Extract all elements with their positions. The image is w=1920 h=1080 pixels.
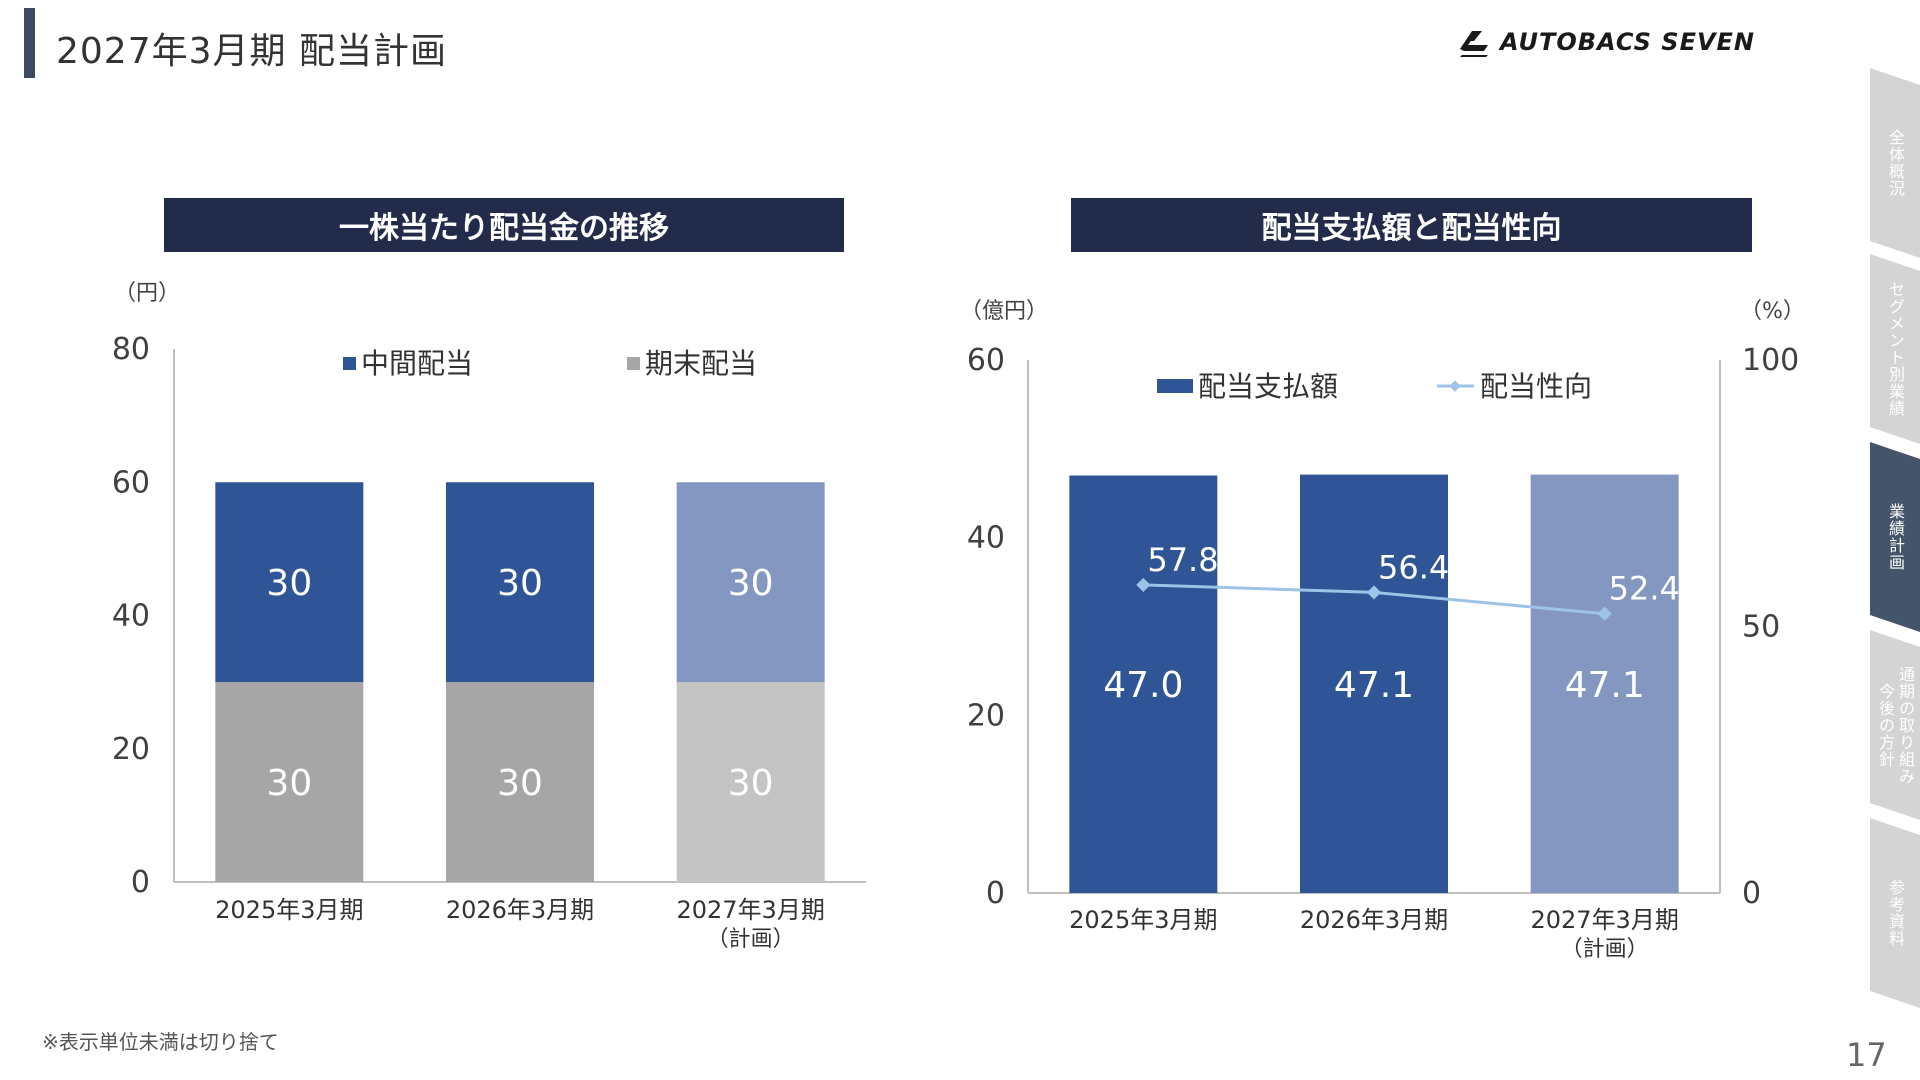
chart2-bar-data-label: 47.1: [1334, 665, 1414, 706]
dividend-per-share-chart: （円） 0 20 40 60 80 30 30 2025年3月期 30 30 2026年3月期 30 30…: [112, 281, 866, 952]
side-tab-label: 参考資料: [1886, 879, 1905, 947]
chart1-y-tick-label: 40: [112, 599, 150, 634]
chart1-bar-yearend: [676, 682, 825, 882]
chart2-bar-payout-amount: [1069, 475, 1218, 893]
chart2-y-right-unit-label: （%）: [1740, 299, 1800, 324]
chart1-y-unit-label: （円）: [114, 281, 180, 306]
chart1-x-tick-label: 2025年3月期: [215, 896, 363, 924]
chart1-bar-interim: [676, 482, 825, 683]
chart2-x-tick-sublabel: （計画）: [1561, 937, 1649, 962]
chart2-y-tick-label: 60: [967, 343, 1005, 378]
chart2-y-right-tick-label: 50: [1742, 610, 1780, 645]
company-logo: AUTOBACS SEVEN: [1458, 22, 1755, 62]
chart2-payout-ratio-label: 52.4: [1609, 570, 1680, 608]
chart1-x-tick-label: 2027年3月期: [676, 896, 824, 924]
chart1-data-label-yearend: 30: [266, 763, 312, 804]
chart2-payout-ratio-marker: [1597, 606, 1612, 621]
chart2-payout-ratio-label: 56.4: [1378, 548, 1449, 586]
chart1-y-tick-label: 0: [131, 865, 150, 900]
logo-text: AUTOBACS SEVEN: [1500, 28, 1756, 56]
chart2-y-tick-label: 40: [967, 521, 1005, 556]
chart1-y-tick-label: 20: [112, 732, 150, 767]
chart1-y-tick-label: 80: [112, 332, 150, 367]
chart2-y-tick-label: 20: [967, 698, 1005, 733]
chart1-legend-swatch-interim: [343, 357, 356, 370]
side-tab-label: 業績計画: [1886, 503, 1905, 571]
page-title: 2027年3月期 配当計画: [56, 31, 447, 72]
chart1-legend-swatch-yearend: [627, 357, 640, 370]
side-tab-3[interactable]: 業績計画: [1870, 442, 1920, 632]
chart1-x-tick-sublabel: （計画）: [707, 927, 795, 952]
chart2-bar-payout-amount: [1530, 474, 1679, 893]
side-tab-1[interactable]: 全体概況: [1870, 68, 1920, 258]
chart1-legend-interim: 中間配当: [361, 347, 473, 380]
chart2-x-tick-label: 2026年3月期: [1300, 906, 1448, 934]
side-tab-2[interactable]: セグメント別業績: [1870, 254, 1920, 444]
chart2-header: 配当支払額と配当性向: [1071, 198, 1752, 252]
footnote: ※表示単位未満は切り捨て: [42, 1030, 279, 1054]
side-nav-tabs: 全体概況セグメント別業績業績計画通期の取り組み 今後の方針参考資料: [1870, 68, 1920, 1008]
chart1-legend-yearend: 期末配当: [645, 347, 757, 380]
chart2-legend-amount: 配当支払額: [1198, 370, 1338, 403]
chart2-payout-ratio-label: 57.8: [1147, 541, 1218, 579]
chart1-bar-yearend: [446, 682, 594, 882]
chart1-y-tick-label: 60: [112, 465, 150, 500]
chart1-x-tick-label: 2026年3月期: [446, 896, 594, 924]
dividend-payout-chart: （億円） （%） 0 20 40 60 0 50 100 47.0 2025年3月期 47.1 2026…: [960, 299, 1800, 962]
chart2-legend-swatch-amount: [1157, 379, 1193, 393]
chart1-bar-yearend: [215, 682, 364, 882]
side-tab-4[interactable]: 通期の取り組み 今後の方針: [1870, 630, 1920, 820]
chart1-bar-interim: [215, 482, 364, 683]
chart2-y-unit-label: （億円）: [960, 299, 1048, 324]
chart1-header: 一株当たり配当金の推移: [164, 198, 844, 252]
title-accent-bar: [24, 8, 35, 78]
chart2-x-tick-label: 2027年3月期: [1530, 906, 1678, 934]
chart1-data-label-yearend: 30: [728, 763, 774, 804]
chart1-data-label-interim: 30: [266, 563, 312, 604]
chart1-bar-interim: [446, 482, 594, 683]
chart2-legend-marker-ratio: [1449, 380, 1461, 392]
chart2-y-right-tick-label: 100: [1742, 343, 1799, 378]
chart2-bar-payout-amount: [1300, 474, 1448, 893]
page-number: 17: [1846, 1036, 1887, 1074]
side-tab-label: 通期の取り組み 今後の方針: [1876, 665, 1915, 785]
chart2-x-tick-label: 2025年3月期: [1069, 906, 1217, 934]
chart2-bar-data-label: 47.1: [1565, 665, 1645, 706]
chart2-y-right-tick-label: 0: [1742, 876, 1761, 911]
side-tab-5[interactable]: 参考資料: [1870, 818, 1920, 1008]
logo-wing-icon: [1460, 31, 1488, 57]
chart1-data-label-interim: 30: [497, 563, 543, 604]
chart1-data-label-yearend: 30: [497, 763, 543, 804]
chart2-payout-ratio-marker: [1366, 585, 1382, 600]
side-tab-label: セグメント別業績: [1886, 281, 1905, 417]
chart2-y-tick-label: 0: [986, 876, 1005, 911]
chart2-bar-data-label: 47.0: [1103, 665, 1183, 706]
side-tab-label: 全体概況: [1886, 129, 1905, 197]
chart2-payout-ratio-marker: [1136, 577, 1151, 592]
chart2-legend-ratio: 配当性向: [1480, 370, 1592, 403]
chart1-data-label-interim: 30: [728, 563, 774, 604]
